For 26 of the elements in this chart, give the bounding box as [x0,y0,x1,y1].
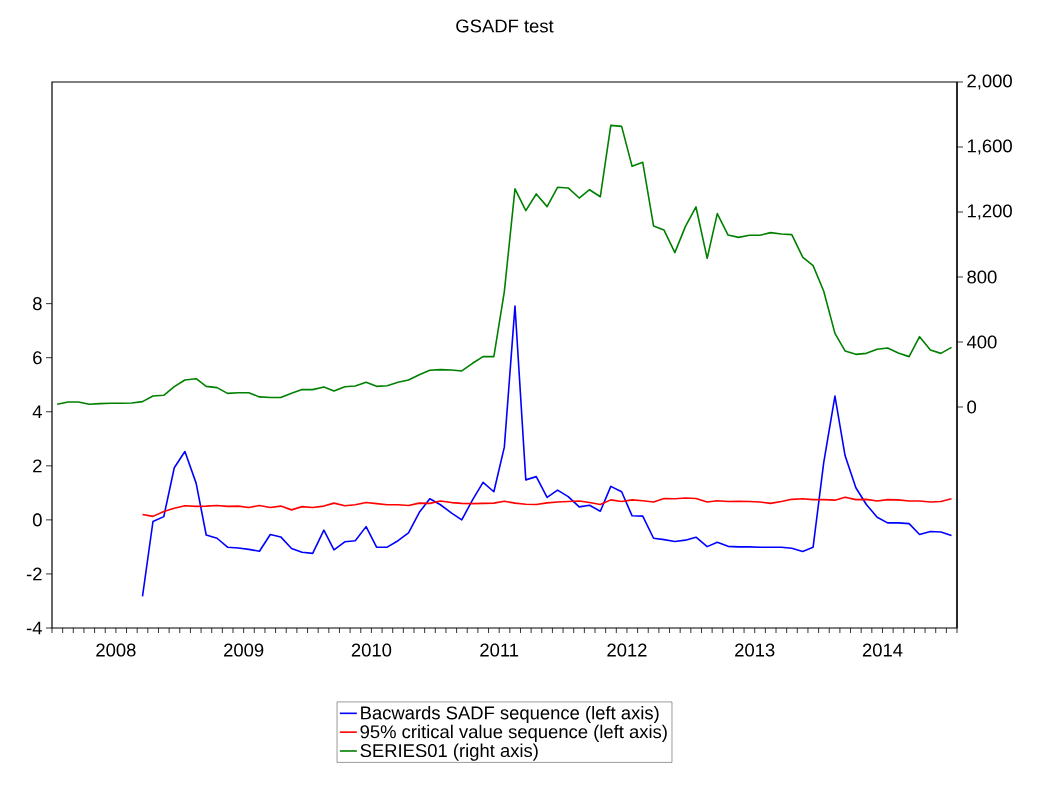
chart-title: GSADF test [456,19,554,33]
y2-tick-label: 1,200 [967,204,1012,220]
x-tick-label: 2011 [480,643,519,657]
legend-label: SERIES01 (right axis) [360,743,538,761]
x-tick-label: 2008 [96,643,136,657]
legend-label: Bacwards SADF sequence (left axis) [361,705,659,724]
y2-tick-label: 800 [967,270,997,284]
y-tick-label: -4 [26,621,42,635]
y2-tick-label: 400 [966,335,997,349]
y-tick-label: 0 [32,513,42,527]
y-tick-label: 2 [33,459,42,473]
y2-tick-label: 1,600 [967,139,1012,155]
line-series [56,124,953,406]
y2-tick-label: 2,000 [967,74,1012,90]
x-tick-label: 2014 [862,643,903,657]
x-tick-label: 2009 [224,643,264,657]
y-tick-label: -2 [26,567,42,581]
legend-label: 95% critical value sequence (left axis) [360,724,667,742]
line-series [141,496,953,518]
y-tick-label: 4 [32,405,42,419]
x-tick-label: 2012 [607,643,647,657]
y2-tick-label: 0 [967,400,977,414]
y-tick-label: 8 [33,297,42,311]
x-tick-label: 2013 [735,643,775,657]
y-tick-label: 6 [33,351,42,365]
x-tick-label: 2010 [351,643,392,657]
